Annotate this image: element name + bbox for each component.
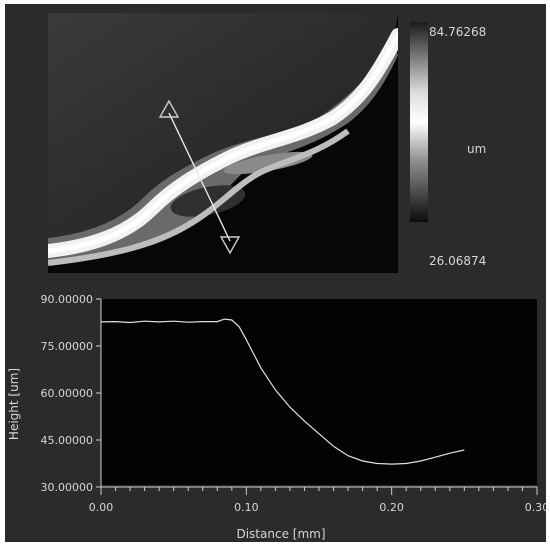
profile-end-marker: [219, 236, 241, 255]
colorbar-max-label: 84.76268: [429, 25, 487, 39]
y-tick-label: 45.00000: [41, 434, 94, 447]
profile-path-line: [168, 112, 231, 242]
x-tick-label: 0.30: [525, 501, 546, 514]
profile-analysis-window: 84.76268 um 26.06874 Height [um] Distanc…: [5, 4, 546, 542]
colorbar-min-label: 26.06874: [429, 254, 487, 268]
colorbar-unit-label: um: [467, 142, 487, 156]
x-tick-label: 0.10: [234, 501, 259, 514]
x-tick-label: 0.20: [379, 501, 404, 514]
profile-series-line: [100, 318, 465, 465]
y-tick-label: 60.00000: [41, 387, 94, 400]
height-map-image[interactable]: [48, 13, 398, 273]
y-tick-label: 75.00000: [41, 340, 94, 353]
chart-plot-area: [101, 299, 537, 485]
y-tick-label: 90.00000: [41, 293, 94, 306]
height-colorbar: [410, 22, 428, 222]
profile-start-marker: [158, 99, 180, 118]
x-tick-label: 0.00: [89, 501, 114, 514]
y-axis-label: Height [um]: [7, 368, 21, 440]
x-axis-label: Distance [mm]: [236, 527, 325, 541]
height-profile-chart[interactable]: Height [um] Distance [mm] 90.00000 75.000…: [5, 4, 546, 542]
y-tick-label: 30.00000: [41, 481, 94, 494]
